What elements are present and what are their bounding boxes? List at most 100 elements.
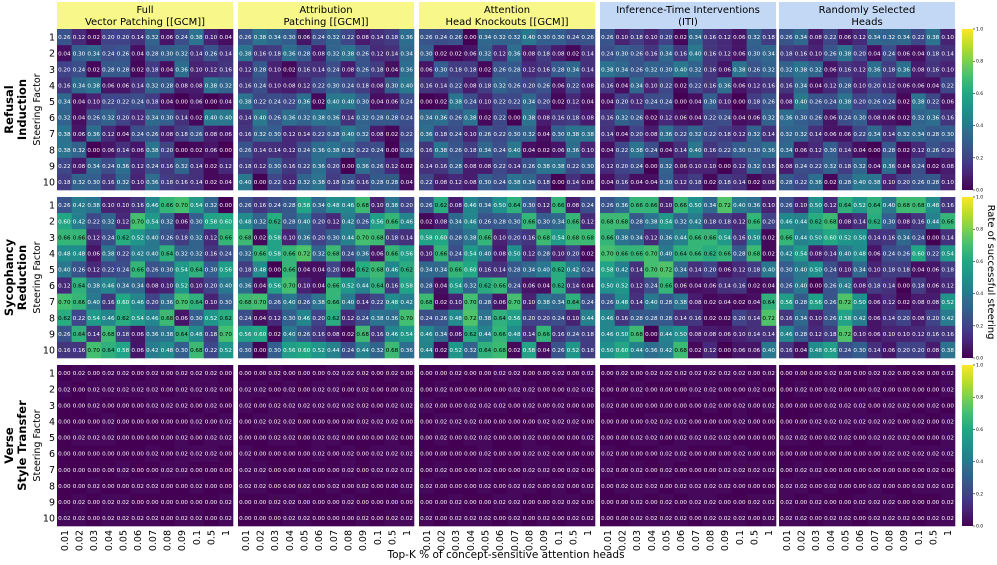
cell-value-label: 0.34 — [523, 268, 536, 274]
cell-value-label: 0.00 — [630, 452, 643, 458]
cell-value-label: 0.34 — [630, 83, 643, 89]
cell-value-label: 0.02 — [897, 116, 909, 122]
cell-value-label: 0.38 — [312, 180, 325, 186]
heatmap-cell — [326, 261, 341, 278]
heatmap-cell — [761, 29, 777, 46]
cell-value-label: 0.26 — [205, 51, 218, 57]
cell-value-label: 0.40 — [219, 284, 232, 290]
cell-value-label: 0.00 — [616, 452, 629, 458]
colorbar-tick-label: 0.0 — [976, 356, 983, 362]
cell-value-label: 0.30 — [537, 219, 550, 225]
heatmap-cell — [370, 213, 385, 230]
colorbar-tick-label: 0.2 — [976, 323, 983, 329]
heatmap-cell — [717, 141, 733, 159]
heatmap-cell — [463, 213, 478, 230]
heatmap-cell — [189, 109, 204, 126]
cell-value-label: 0.30 — [552, 132, 565, 138]
cell-value-label: 0.00 — [131, 436, 144, 442]
cell-value-label: 0.00 — [508, 452, 521, 458]
cell-value-label: 0.00 — [601, 516, 614, 522]
cell-value-label: 0.02 — [897, 436, 909, 442]
heatmap-cell — [238, 341, 253, 359]
cell-value-label: 0.00 — [342, 164, 355, 170]
cell-value-label: 0.12 — [87, 268, 99, 274]
cell-value-label: 0.62 — [552, 268, 564, 274]
heatmap-cell — [673, 29, 689, 46]
cell-value-label: 0.38 — [58, 132, 71, 138]
cell-value-label: 0.00 — [674, 100, 687, 106]
cell-value-label: 0.00 — [73, 468, 86, 474]
cell-value-label: 0.72 — [660, 268, 672, 274]
heatmap-cell — [463, 29, 478, 46]
cell-value-label: 0.46 — [146, 316, 159, 322]
cell-value-label: 0.32 — [342, 148, 354, 154]
cell-value-label: 0.38 — [868, 180, 881, 186]
cell-value-label: 0.02 — [674, 419, 686, 425]
heatmap-cell — [86, 93, 102, 110]
heatmap-cell — [732, 45, 747, 62]
heatmap-cell — [837, 29, 853, 46]
cell-value-label: 0.00 — [342, 484, 355, 490]
heatmap-cell — [355, 77, 371, 94]
cell-value-label: 0.02 — [205, 180, 217, 186]
cell-value-label: 0.10 — [883, 180, 896, 186]
cell-value-label: 0.24 — [342, 83, 355, 89]
heatmap-cell — [326, 293, 341, 310]
cell-value-label: 0.40 — [87, 300, 100, 306]
heatmap-cell — [57, 109, 72, 126]
heatmap-cell — [130, 213, 146, 230]
cell-value-label: 0.00 — [254, 348, 267, 354]
cell-value-label: 0.00 — [853, 371, 866, 377]
cell-value-label: 0.36 — [400, 348, 413, 354]
cell-value-label: 0.18 — [435, 132, 448, 138]
heatmap-cell — [808, 93, 824, 110]
cell-value-label: 0.36 — [718, 83, 731, 89]
cell-value-label: 0.32 — [689, 67, 701, 73]
cell-value-label: 0.02 — [449, 51, 461, 57]
cell-value-label: 0.52 — [131, 235, 143, 241]
heatmap-cell — [238, 93, 253, 110]
cell-value-label: 0.00 — [161, 387, 174, 393]
cell-value-label: 0.00 — [131, 500, 144, 506]
heatmap-cell — [115, 341, 131, 359]
cell-value-label: 0.02 — [479, 516, 491, 522]
cell-value-label: 0.42 — [73, 219, 85, 225]
heatmap-cell — [218, 341, 234, 359]
cell-value-label: 0.38 — [552, 164, 565, 170]
top-k-tick: 0.5 — [207, 530, 218, 545]
cell-value-label: 0.54 — [464, 251, 477, 257]
heatmap-cell — [688, 61, 703, 78]
heatmap-cell — [629, 141, 645, 159]
cell-value-label: 0.24 — [645, 148, 658, 154]
heatmap-cell — [580, 125, 596, 142]
heatmap-cell — [311, 141, 327, 159]
cell-value-label: 0.14 — [386, 51, 399, 57]
cell-value-label: 0.02 — [660, 371, 672, 377]
heatmap-cell — [282, 157, 297, 175]
cell-value-label: 0.58 — [601, 268, 614, 274]
cell-value-label: 0.00 — [824, 468, 837, 474]
cell-value-label: 0.32 — [912, 116, 924, 122]
cell-value-label: 0.40 — [298, 219, 311, 225]
cell-value-label: 0.44 — [630, 348, 643, 354]
cell-value-label: 0.54 — [87, 316, 100, 322]
heatmap-cell — [521, 325, 537, 343]
colorbar-tick-label: 0.6 — [976, 427, 983, 433]
cell-value-label: 0.16 — [219, 67, 232, 73]
heatmap-cell — [823, 141, 838, 159]
heatmap-cell — [565, 229, 581, 246]
cell-value-label: 0.00 — [117, 452, 130, 458]
heatmap-cell — [732, 109, 747, 126]
cell-value-label: 0.02 — [356, 516, 368, 522]
cell-value-label: 0.40 — [523, 35, 536, 41]
cell-value-label: 0.00 — [219, 387, 232, 393]
cell-value-label: 0.00 — [674, 403, 687, 409]
colorbar-tick-label: 0.8 — [976, 227, 983, 233]
cell-value-label: 0.24 — [883, 51, 896, 57]
cell-value-label: 0.02 — [386, 516, 398, 522]
cell-value-label: 0.00 — [927, 371, 940, 377]
heatmap-cell — [629, 29, 645, 46]
cell-value-label: 0.50 — [601, 348, 614, 354]
cell-value-label: 0.10 — [464, 132, 477, 138]
cell-value-label: 0.02 — [689, 500, 701, 506]
